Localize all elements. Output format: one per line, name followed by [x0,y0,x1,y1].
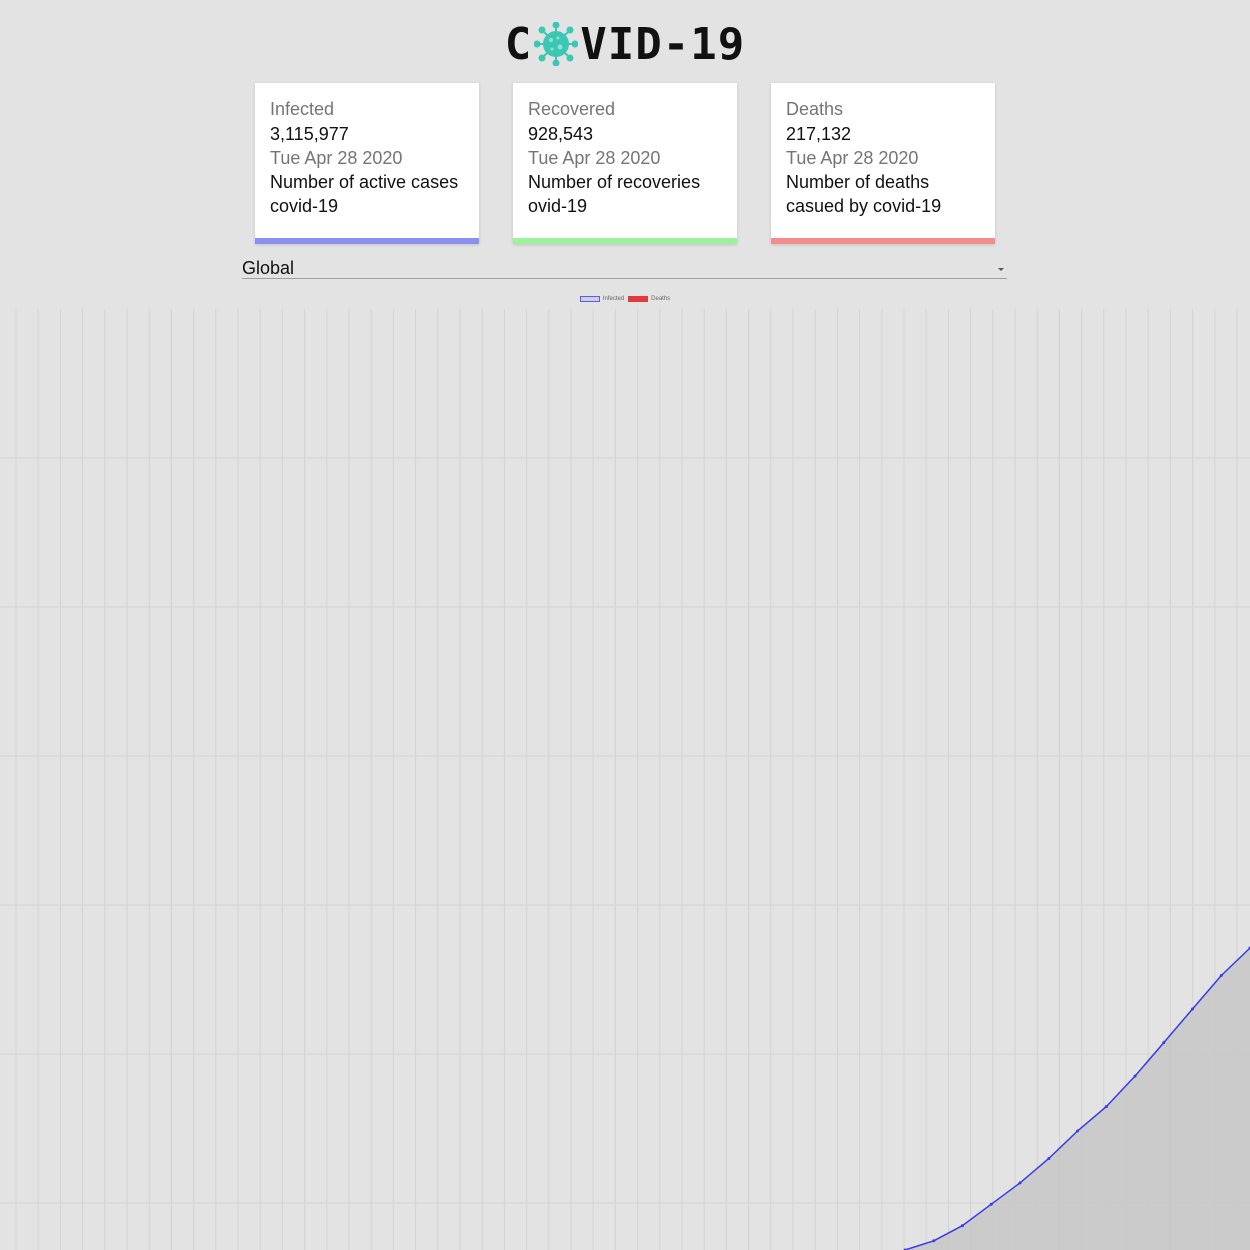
card-color-bar [771,238,995,244]
legend-label: Infected [602,296,625,302]
card-description: Number of recoveries ovid-19 [528,172,701,216]
card-color-bar [513,238,737,244]
recovered-card: Recovered 928,543 Tue Apr 28 2020 Number… [513,83,737,244]
infected-card: Infected 3,115,977 Tue Apr 28 2020 Numbe… [255,83,479,244]
logo-suffix: VID-19 [580,18,746,70]
card-color-bar [255,238,479,244]
card-count: 217,132 [786,124,852,144]
data-point[interactable] [1076,1129,1079,1133]
chevron-down-icon[interactable] [998,268,1004,271]
data-point[interactable] [1191,1007,1194,1011]
data-point[interactable] [932,1239,936,1243]
covid-logo: C [0,18,1250,70]
deaths-card: Deaths 217,132 Tue Apr 28 2020 Number of… [771,83,995,244]
card-count: 3,115,977 [270,124,349,144]
card-date: Tue Apr 28 2020 [528,148,661,168]
legend-item-infected[interactable]: Infected [579,296,625,302]
legend-item-deaths[interactable]: Deaths [628,296,670,302]
series-area-infected [905,948,1250,1250]
card-title: Recovered [528,99,616,119]
data-point[interactable] [1047,1157,1051,1160]
region-select-value: Global [242,258,295,278]
data-point[interactable] [1018,1181,1022,1185]
card-title: Deaths [786,99,844,119]
data-point[interactable] [989,1202,993,1206]
data-point[interactable] [1219,974,1223,977]
card-count: 928,543 [528,124,594,144]
card-title: Infected [270,99,335,119]
data-point[interactable] [1104,1105,1108,1109]
card-date: Tue Apr 28 2020 [270,148,403,168]
stats-cards: Infected 3,115,977 Tue Apr 28 2020 Numbe… [255,83,995,244]
data-point[interactable] [961,1224,964,1228]
cases-line-chart [0,309,1250,1250]
legend-label: Deaths [651,296,671,302]
legend-swatch [628,296,649,302]
card-description: Number of deaths casued by covid-19 [786,172,942,216]
region-select[interactable]: Global [242,256,1007,279]
data-point[interactable] [1133,1074,1137,1078]
logo-prefix: C [504,18,533,70]
virus-icon [533,21,579,67]
legend-swatch [579,296,600,302]
card-description: Number of active cases covid-19 [270,172,459,216]
data-point[interactable] [1162,1041,1166,1045]
card-date: Tue Apr 28 2020 [786,148,919,168]
chart-legend: Infected Deaths [0,296,1250,302]
